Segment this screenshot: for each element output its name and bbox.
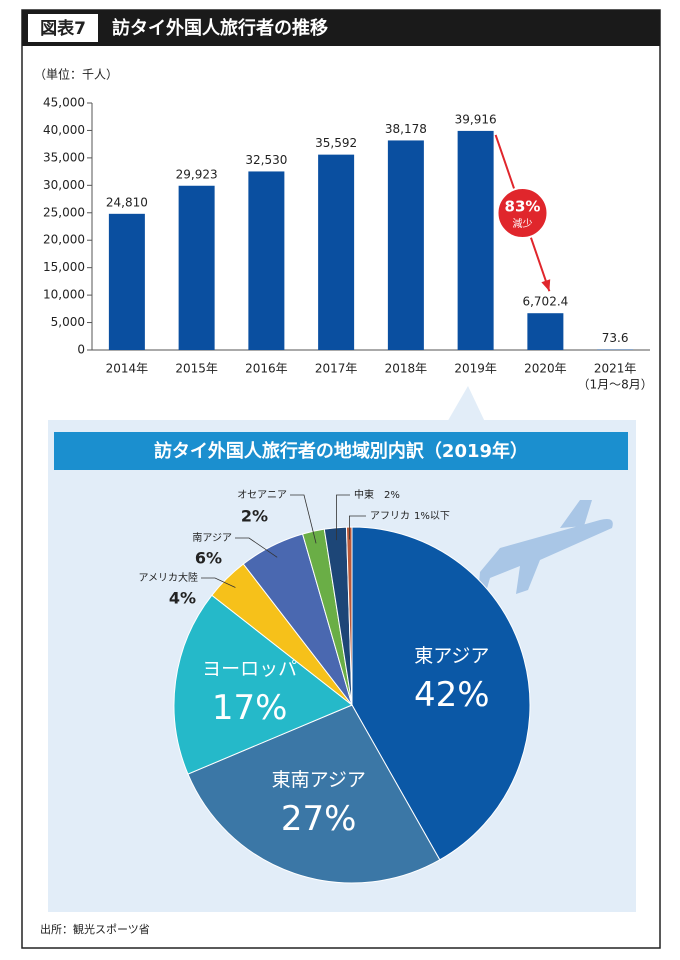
slice-value: 4% — [169, 589, 196, 608]
header-label-box — [28, 14, 98, 42]
y-tick-label: 45,000 — [43, 96, 85, 110]
slice-label: アフリカ — [370, 510, 410, 522]
y-tick-label: 40,000 — [43, 123, 85, 137]
y-tick-label: 35,000 — [43, 150, 85, 164]
header-bar — [22, 10, 660, 46]
slice-value: 2% — [384, 490, 400, 501]
bar — [108, 213, 145, 350]
y-tick-label: 20,000 — [43, 233, 85, 247]
annotation-sub: 減少 — [513, 217, 533, 230]
bar — [318, 154, 355, 350]
leader-line — [290, 494, 317, 544]
slice-value: 2% — [241, 507, 268, 526]
bar — [457, 130, 494, 350]
value-label: 35,592 — [315, 136, 357, 150]
x-tick-note: （1月～8月） — [577, 378, 652, 392]
slice-label: オセアニア — [237, 489, 287, 501]
leader-line — [349, 515, 366, 540]
pie-slice — [187, 704, 441, 884]
bar — [178, 185, 215, 350]
value-label: 39,916 — [455, 112, 497, 126]
slice-value: 42% — [414, 675, 490, 715]
slice-label: アメリカ大陸 — [139, 571, 199, 584]
bar — [248, 171, 285, 350]
y-tick-label: 10,000 — [43, 288, 85, 302]
annotation-arrowhead — [541, 279, 551, 292]
slice-label: 南アジア — [192, 531, 232, 544]
x-tick-label: 2014年 — [106, 362, 149, 376]
source: 出所：観光スポーツ省 — [40, 922, 150, 936]
plane-illustration — [478, 500, 613, 594]
value-label: 24,810 — [106, 195, 148, 209]
slice-value: 27% — [281, 799, 357, 839]
value-label: 32,530 — [245, 153, 287, 167]
y-tick-label: 30,000 — [43, 178, 85, 192]
y-tick-label: 15,000 — [43, 260, 85, 274]
slice-label: 東南アジア — [272, 769, 366, 791]
unit-label: （単位：千人） — [34, 67, 118, 82]
x-tick-label: 2017年 — [315, 362, 358, 376]
leader-line — [235, 537, 278, 558]
x-tick-label: 2015年 — [175, 362, 218, 376]
slice-value: 1%以下 — [414, 511, 450, 522]
pie-slice — [351, 526, 531, 861]
y-tick-label: 0 — [77, 343, 85, 357]
bar — [387, 140, 424, 350]
annotation: 83% — [505, 198, 541, 216]
x-tick-label: 2020年 — [524, 362, 567, 376]
x-tick-label: 2019年 — [454, 362, 497, 376]
leader-line — [336, 494, 350, 541]
value-label: 6,702.4 — [522, 295, 568, 309]
y-tick-label: 25,000 — [43, 205, 85, 219]
value-label: 73.6 — [602, 331, 629, 345]
pie-slice — [173, 594, 353, 775]
pie-title-bar — [54, 432, 628, 470]
slice-label: 中東 — [354, 488, 374, 501]
value-label: 38,178 — [385, 122, 427, 136]
slice-label: 東アジア — [414, 645, 489, 667]
x-tick-label: 2021年 — [594, 362, 637, 376]
slice-value: 6% — [195, 549, 222, 568]
header-label: 図表7 — [40, 18, 86, 39]
x-tick-label: 2016年 — [245, 362, 288, 376]
value-label: 29,923 — [176, 167, 218, 181]
callout-pointer — [446, 386, 486, 424]
slice-value: 17% — [212, 688, 288, 728]
bar — [527, 313, 564, 350]
slice-label: ヨーロッパ — [202, 658, 297, 680]
y-tick-label: 5,000 — [51, 315, 85, 329]
leader-line — [201, 577, 236, 588]
annotation-badge — [496, 187, 549, 240]
x-tick-label: 2018年 — [385, 362, 428, 376]
pie-title: 訪タイ外国人旅行者の地域別内訳（2019年） — [154, 440, 528, 462]
header-title: 訪タイ外国人旅行者の推移 — [112, 17, 328, 39]
